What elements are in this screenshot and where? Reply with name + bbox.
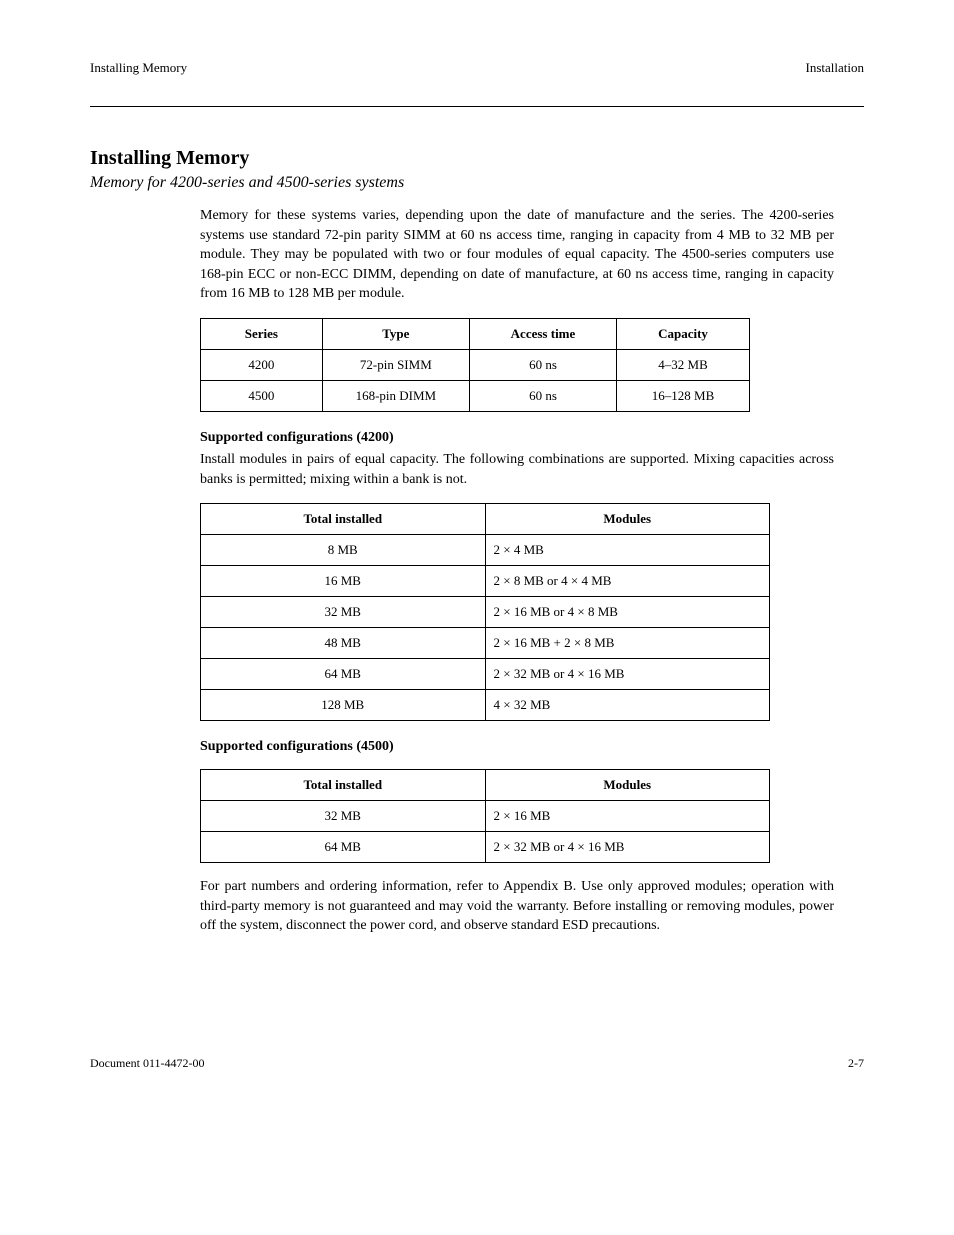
- intro-paragraph: Memory for these systems varies, dependi…: [200, 206, 834, 304]
- table-row: 128 MB4 × 32 MB: [201, 690, 770, 721]
- running-head-left: Installing Memory: [90, 60, 187, 76]
- col-type: Type: [322, 318, 469, 349]
- table-row: 4500 168-pin DIMM 60 ns 16–128 MB: [201, 380, 750, 411]
- running-head-right: Installation: [806, 60, 865, 76]
- col-series: Series: [201, 318, 323, 349]
- section-title: Installing Memory: [90, 147, 864, 170]
- footer-right: 2-7: [848, 1056, 864, 1071]
- table-row: 64 MB2 × 32 MB or 4 × 16 MB: [201, 659, 770, 690]
- config-4200-heading: Supported configurations (4200): [200, 430, 834, 446]
- header-rule: [90, 106, 864, 107]
- summary-table-wrap: Series Type Access time Capacity 4200 72…: [200, 318, 864, 412]
- summary-table: Series Type Access time Capacity 4200 72…: [200, 318, 750, 412]
- table-row: 48 MB2 × 16 MB + 2 × 8 MB: [201, 628, 770, 659]
- table-row: 32 MB2 × 16 MB or 4 × 8 MB: [201, 597, 770, 628]
- section-subtitle: Memory for 4200-series and 4500-series s…: [90, 174, 864, 192]
- table-header-row: Total installed Modules: [201, 770, 770, 801]
- config-4200-table: Total installed Modules 8 MB2 × 4 MB 16 …: [200, 503, 770, 721]
- col-access: Access time: [469, 318, 616, 349]
- table-row: 32 MB2 × 16 MB: [201, 801, 770, 832]
- config-4500-table: Total installed Modules 32 MB2 × 16 MB 6…: [200, 769, 770, 863]
- config-4500-heading: Supported configurations (4500): [200, 739, 834, 755]
- config-4200-text: Install modules in pairs of equal capaci…: [200, 450, 834, 489]
- footer: Document 011-4472-00 2-7: [90, 1056, 864, 1071]
- table-header-row: Series Type Access time Capacity: [201, 318, 750, 349]
- page: Installing Memory Installation Installin…: [0, 0, 954, 1111]
- trailing-paragraph: For part numbers and ordering informatio…: [200, 877, 834, 936]
- table-row: 8 MB2 × 4 MB: [201, 535, 770, 566]
- table-row: 16 MB2 × 8 MB or 4 × 4 MB: [201, 566, 770, 597]
- config-4200-table-wrap: Total installed Modules 8 MB2 × 4 MB 16 …: [200, 503, 864, 721]
- table-header-row: Total installed Modules: [201, 504, 770, 535]
- table-row: 4200 72-pin SIMM 60 ns 4–32 MB: [201, 349, 750, 380]
- table-row: 64 MB2 × 32 MB or 4 × 16 MB: [201, 832, 770, 863]
- col-capacity: Capacity: [617, 318, 750, 349]
- config-4500-table-wrap: Total installed Modules 32 MB2 × 16 MB 6…: [200, 769, 864, 863]
- running-head: Installing Memory Installation: [90, 60, 864, 76]
- footer-left: Document 011-4472-00: [90, 1056, 205, 1071]
